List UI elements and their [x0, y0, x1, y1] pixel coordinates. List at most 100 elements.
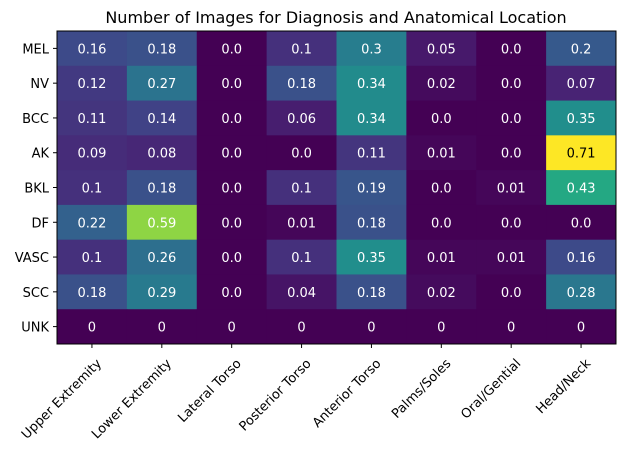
- heatmap-cell: [546, 31, 617, 67]
- cell-value-label: 0.0: [431, 112, 452, 127]
- cell-value-label: 0.18: [77, 286, 106, 301]
- cell-value-label: 0.0: [221, 216, 242, 231]
- heatmap-cell: [476, 170, 547, 206]
- cell-value-label: 0.18: [287, 77, 316, 92]
- heatmap-cell: [57, 204, 128, 241]
- y-tick-label: BKL: [24, 182, 49, 197]
- heatmap-cell: [266, 65, 337, 102]
- heatmap-cell: [126, 239, 198, 275]
- cell-value-label: 0.29: [147, 286, 176, 301]
- heatmap-cell: [476, 204, 547, 241]
- heatmap-cell: [126, 135, 198, 171]
- heatmap-cell: [126, 65, 198, 102]
- cell-value-label: 0.0: [501, 216, 522, 231]
- heatmap-cell: [266, 31, 337, 67]
- heatmap-cell: [196, 309, 268, 345]
- heatmap-cell: [336, 100, 407, 136]
- cell-value-label: 0.22: [77, 216, 106, 231]
- cell-value-label: 0.01: [427, 147, 456, 162]
- cell-value-label: 0.11: [357, 147, 386, 162]
- cell-value-label: 0: [577, 321, 585, 336]
- cell-value-label: 0.0: [221, 182, 242, 197]
- heatmap-cell: [476, 239, 547, 275]
- cell-value-label: 0.08: [147, 147, 176, 162]
- heatmap-cell: [196, 170, 268, 206]
- heatmap-cell: [196, 204, 268, 241]
- heatmap-cell: [266, 204, 337, 241]
- heatmap-cell: [476, 309, 547, 345]
- heatmap-cell: [196, 274, 268, 310]
- cell-value-label: 0.01: [497, 251, 526, 266]
- cell-value-label: 0.16: [77, 42, 106, 57]
- cell-value-label: 0.1: [291, 42, 312, 57]
- cell-value-label: 0.07: [567, 77, 596, 92]
- heatmap-cell: [57, 31, 128, 67]
- heatmap-cell: [406, 31, 477, 67]
- heatmap-cell: [57, 65, 128, 102]
- heatmap-cell: [476, 274, 547, 310]
- cell-value-label: 0.11: [77, 112, 106, 127]
- heatmap-cell: [196, 65, 268, 102]
- cell-value-label: 0.01: [427, 251, 456, 266]
- cell-value-label: 0.18: [147, 182, 176, 197]
- heatmap-cell: [476, 100, 547, 136]
- cell-value-label: 0: [507, 321, 515, 336]
- heatmap-cell: [336, 31, 407, 67]
- y-tick-label: MEL: [22, 42, 49, 57]
- cell-value-label: 0.35: [357, 251, 386, 266]
- cell-value-label: 0.18: [357, 286, 386, 301]
- cell-value-label: 0.71: [567, 147, 596, 162]
- x-tick-label: Head/Neck: [533, 356, 594, 417]
- cell-value-label: 0.0: [501, 42, 522, 57]
- heatmap-cell: [406, 135, 477, 171]
- cell-value-label: 0.0: [501, 286, 522, 301]
- heatmap-cell: [336, 309, 407, 345]
- cell-value-label: 0.0: [431, 182, 452, 197]
- cell-value-label: 0.18: [147, 42, 176, 57]
- heatmap-cell: [406, 239, 477, 275]
- cell-value-label: 0: [367, 321, 375, 336]
- heatmap-cell: [546, 135, 617, 171]
- y-tick-label: BCC: [22, 112, 49, 127]
- heatmap-cell: [57, 170, 128, 206]
- cell-value-label: 0: [437, 321, 445, 336]
- heatmap-cell: [126, 100, 198, 136]
- heatmap-cell: [266, 239, 337, 275]
- heatmap-cell: [266, 135, 337, 171]
- cell-value-label: 0.0: [221, 77, 242, 92]
- heatmap-cell: [546, 309, 617, 345]
- cell-value-label: 0.06: [287, 112, 316, 127]
- cell-value-label: 0: [88, 321, 96, 336]
- heatmap-cell: [266, 309, 337, 345]
- heatmap-cell: [546, 239, 617, 275]
- chart-title: Number of Images for Diagnosis and Anato…: [105, 8, 566, 27]
- cell-value-label: 0: [228, 321, 236, 336]
- cell-value-label: 0.1: [82, 182, 103, 197]
- x-tick-label: Lateral Torso: [175, 356, 244, 425]
- cell-value-label: 0.0: [571, 216, 592, 231]
- heatmap-cell: [406, 309, 477, 345]
- cell-value-label: 0.0: [501, 147, 522, 162]
- heatmap-cell-labels: 0.16 0.18 0.0 0.1 0.3 0.05 0.0 0.2 0.12 0.27 0.0 0.…: [77, 42, 595, 335]
- heatmap-cell: [57, 309, 128, 345]
- cell-value-label: 0.28: [567, 286, 596, 301]
- heatmap-cell: [57, 135, 128, 171]
- heatmap-cell: [406, 65, 477, 102]
- cell-value-label: 0.34: [357, 112, 386, 127]
- cell-value-label: 0.0: [221, 147, 242, 162]
- cell-value-label: 0.16: [567, 251, 596, 266]
- cell-value-label: 0.0: [501, 77, 522, 92]
- y-axis: MEL NV BCC AK BKL DF VASC SCC UNK: [15, 42, 57, 336]
- y-tick-label: UNK: [21, 321, 49, 336]
- heatmap-cell: [406, 100, 477, 136]
- heatmap-cell: [126, 170, 198, 206]
- cell-value-label: 0.09: [77, 147, 106, 162]
- cell-value-label: 0.12: [77, 77, 106, 92]
- cell-value-label: 0.27: [147, 77, 176, 92]
- cell-value-label: 0.34: [357, 77, 386, 92]
- cell-value-label: 0.05: [427, 42, 456, 57]
- cell-value-label: 0.02: [427, 77, 456, 92]
- cell-value-label: 0.35: [567, 112, 596, 127]
- cell-value-label: 0.1: [291, 182, 312, 197]
